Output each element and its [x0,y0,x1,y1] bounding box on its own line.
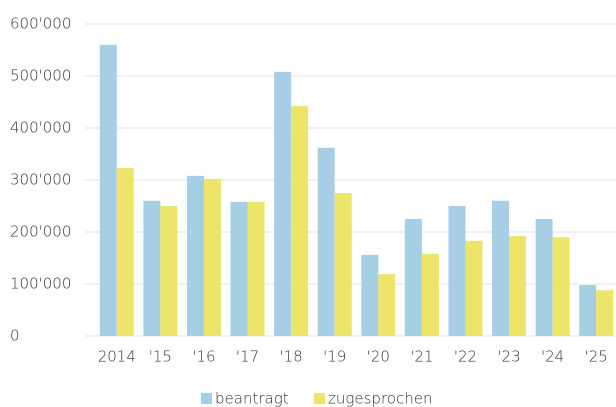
bar [596,290,614,336]
bar [465,240,483,336]
bar [509,236,527,336]
bar [404,219,422,336]
bar [203,178,221,336]
legend-label: beantragt [215,390,289,407]
bar [361,254,379,336]
y-tick-label: 300'000 [10,171,71,189]
bar [552,237,570,336]
bar [334,193,352,336]
x-tick-label: '16 [192,348,215,366]
x-tick-label: '20 [367,348,390,366]
bar [291,106,309,336]
bar [116,168,134,336]
x-tick-label: '17 [236,348,259,366]
bar [274,71,292,336]
bar [143,200,161,336]
legend-swatch [201,393,212,404]
y-tick-label: 100'000 [10,275,71,293]
y-tick-label: 600'000 [10,15,71,33]
x-tick-label: '19 [323,348,346,366]
bar [247,201,265,336]
x-tick-label: 2014 [98,348,136,366]
x-tick-label: '23 [497,348,520,366]
bar [317,147,335,336]
y-tick-label: 400'000 [10,119,71,137]
bar [230,201,248,336]
bar [186,175,204,336]
bar [448,206,466,336]
x-tick-label: '24 [541,348,564,366]
y-tick-label: 500'000 [10,67,71,85]
y-tick-label: 200'000 [10,223,71,241]
legend-label: zugesprochen [328,390,432,407]
legend-swatch [314,393,325,404]
x-tick-label: '22 [454,348,477,366]
x-tick-label: '25 [585,348,608,366]
x-tick-label: '15 [149,348,172,366]
x-tick-label: '21 [410,348,433,366]
bar [378,274,396,336]
y-tick-label: 0 [10,327,20,345]
bar [492,200,510,336]
bar [535,219,553,336]
bar [160,206,178,336]
bar [99,44,117,337]
bar [579,285,597,336]
x-tick-label: '18 [280,348,303,366]
bar [421,253,439,336]
